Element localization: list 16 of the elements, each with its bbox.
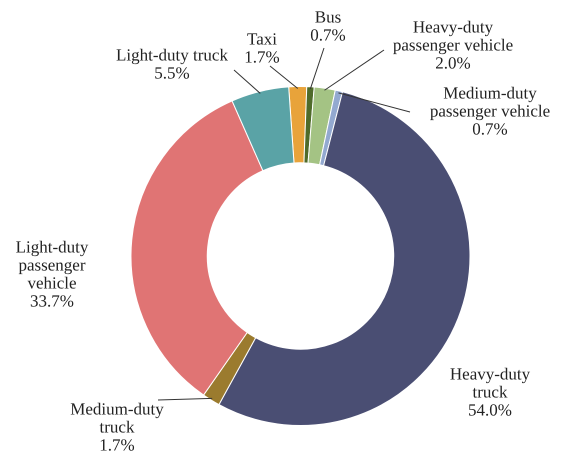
data-label: 1.7% [99, 435, 135, 454]
data-label: 54.0% [468, 400, 512, 420]
data-label: 1.7% [244, 47, 280, 66]
data-label: 33.7% [30, 291, 74, 310]
slice-label: Medium-duty truck [70, 399, 164, 436]
data-label: 5.5% [154, 63, 190, 82]
slice-label: Heavy-duty passenger vehicle [392, 17, 514, 54]
data-label: 0.7% [472, 119, 508, 138]
slice-label: Medium-duty passenger vehicle [430, 83, 550, 120]
slice-label: Heavy-duty truck [450, 364, 531, 402]
slice-label: Taxi [247, 29, 278, 48]
slice-label: Light-duty truck [116, 45, 228, 64]
data-label: 0.7% [310, 25, 346, 44]
data-label: 2.0% [435, 53, 471, 72]
slice-label: Light-duty passenger vehicle [16, 237, 89, 292]
slice-label: Bus [314, 7, 342, 26]
